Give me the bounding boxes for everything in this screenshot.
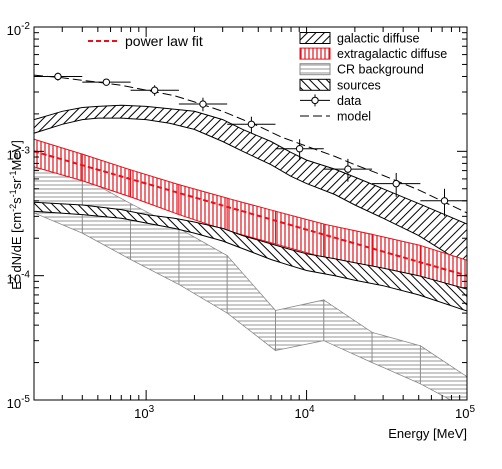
plot-frame <box>33 26 468 401</box>
legend-item-cr: CR background <box>299 63 424 77</box>
data-point <box>102 78 111 86</box>
data-point <box>199 100 207 108</box>
x-tick-label: 105 <box>455 404 475 421</box>
model-line <box>34 74 467 214</box>
legend-label: sources <box>337 78 381 92</box>
legend-swatch-marker <box>311 96 319 105</box>
y-tick-label: 10-2 <box>7 21 31 38</box>
legend-item-galactic: galactic diffuse <box>299 32 420 46</box>
legend-label: model <box>337 110 371 124</box>
data-point <box>440 197 449 205</box>
legend-label: data <box>337 94 361 108</box>
cr-background-band-bin <box>178 227 228 314</box>
y-tick-label: 10-3 <box>7 145 31 162</box>
data-point <box>247 120 256 128</box>
cr-background-band-bin <box>419 345 467 400</box>
legend-swatch <box>299 32 331 44</box>
legend-swatch <box>299 78 331 91</box>
legend-item-extragalactic: extragalactic diffuse <box>299 47 447 61</box>
plot-area <box>34 72 467 400</box>
x-tick-label: 104 <box>295 404 315 421</box>
legend-label: galactic diffuse <box>337 32 420 46</box>
x-tick-label: 103 <box>134 404 154 421</box>
cr-background-band-bin <box>226 254 276 352</box>
y-tick-label: 10-4 <box>7 270 31 287</box>
galactic-diffuse-band <box>34 104 467 267</box>
cr-background-band-bin <box>275 299 325 352</box>
legend-powerlaw: power law fit <box>88 33 203 49</box>
cr-background-band-bin <box>323 299 373 364</box>
x-axis-label: Energy [MeV] <box>388 426 467 441</box>
x-axis-title: Energy [MeV] <box>388 426 467 441</box>
cr-background-band-bin <box>371 331 421 385</box>
data-point <box>392 179 400 188</box>
data-point <box>344 165 352 173</box>
legend-label: CR background <box>337 63 424 77</box>
power-law-fit-line <box>34 150 467 277</box>
y-axis-label: E2 dN/dE [cm-2s-1sr-1MeV] <box>8 140 24 290</box>
data-point <box>54 72 62 81</box>
powerlaw-legend-label: power law fit <box>125 33 203 49</box>
data-point <box>150 86 159 94</box>
sources-band <box>34 201 467 312</box>
legend-swatch <box>299 47 331 60</box>
legend-item-sources: sources <box>299 78 381 92</box>
plot-content <box>34 72 467 400</box>
legend-item-data: data <box>300 94 361 108</box>
axes: 103 104 105 10-5 10-4 10-3 10-2 <box>7 21 476 421</box>
legend-item-model: model <box>300 110 371 124</box>
y-tick-label: 10-5 <box>7 394 31 411</box>
legend-label: extragalactic diffuse <box>337 47 447 61</box>
legend-swatch <box>299 63 331 76</box>
data-point <box>295 144 304 153</box>
